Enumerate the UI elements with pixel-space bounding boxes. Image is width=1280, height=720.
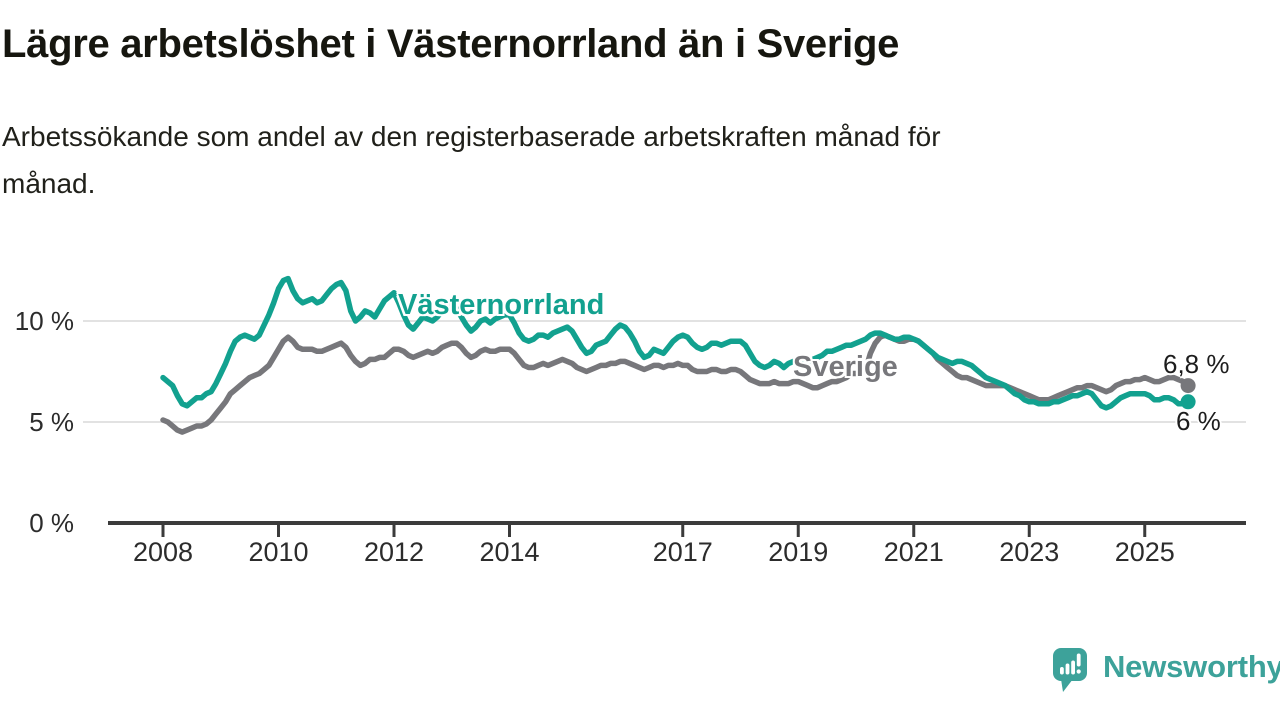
series-end-dot-västernorrland xyxy=(1180,394,1196,410)
newsworthy-wordmark: Newsworthy xyxy=(1103,649,1280,684)
series-line-sverige xyxy=(160,332,1191,435)
newsworthy-branding: Newsworthy xyxy=(1052,646,1280,694)
series-end-dot-sverige xyxy=(1180,378,1196,394)
newsworthy-logo-icon xyxy=(1053,648,1087,692)
page-title: Lägre arbetslöshet i Västernorrland än i… xyxy=(2,22,900,66)
page-subtitle: Arbetssökande som andel av den registerb… xyxy=(2,121,941,199)
series-line-västernorrland xyxy=(160,275,1191,411)
